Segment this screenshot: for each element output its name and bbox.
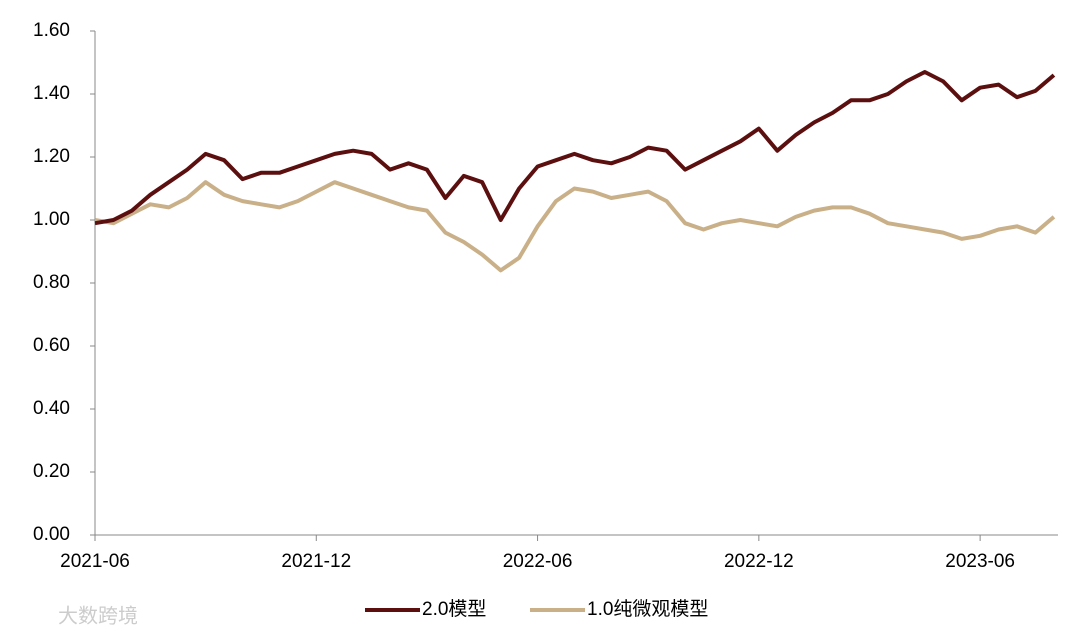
y-tick-label: 1.20 — [33, 146, 70, 167]
y-tick-label: 0.40 — [33, 398, 70, 419]
y-tick-label: 1.00 — [33, 209, 70, 230]
x-tick-label: 2023-06 — [945, 551, 1015, 572]
y-tick-label: 1.60 — [33, 20, 70, 41]
y-tick-label: 0.60 — [33, 335, 70, 356]
legend-label: 1.0纯微观模型 — [587, 598, 708, 620]
y-tick-label: 0.00 — [33, 524, 70, 545]
watermark: 大数跨境 — [58, 604, 138, 627]
x-tick-label: 2021-06 — [60, 551, 130, 572]
y-tick-label: 0.80 — [33, 272, 70, 293]
x-tick-label: 2022-06 — [503, 551, 573, 572]
y-tick-label: 1.40 — [33, 83, 70, 104]
series-line — [94, 70, 1056, 226]
y-tick-label: 0.20 — [33, 461, 70, 482]
x-tick-label: 2022-12 — [724, 551, 794, 572]
x-tick-label: 2021-12 — [281, 551, 351, 572]
legend-label: 2.0模型 — [422, 598, 486, 620]
series-line — [94, 180, 1056, 273]
